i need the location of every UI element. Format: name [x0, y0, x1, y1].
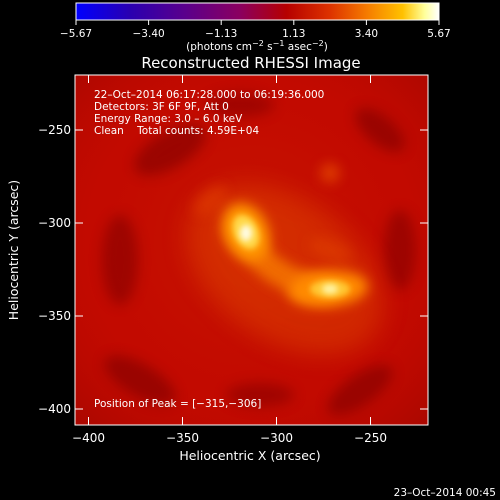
timestamp: 23–Oct–2014 00:45 [394, 487, 496, 499]
colorbar-tick-label: 3.40 [355, 28, 378, 40]
rhessi-image [75, 75, 428, 425]
info-detectors: Detectors: 3F 6F 9F, Att 0 [94, 101, 229, 113]
x-tick-label: −400 [72, 431, 105, 445]
colorbar-units: (photons cm−2 s−1 asec−2) [186, 39, 328, 53]
plot-title: Reconstructed RHESSI Image [141, 54, 360, 72]
peak-source [222, 203, 270, 261]
secondary-source [288, 270, 368, 308]
y-axis-ticks [75, 129, 428, 410]
colorbar-tick-label: −3.40 [133, 28, 165, 40]
y-tick-label: −350 [38, 309, 71, 323]
colorbar-gradient [75, 2, 440, 21]
colorbar-tick-label: −1.13 [205, 28, 237, 40]
colorbar-tick-label: 1.13 [282, 28, 305, 40]
info-clean-counts: Clean Total counts: 4.59E+04 [94, 125, 259, 137]
peak-position-label: Position of Peak = [−315,−306] [94, 398, 261, 410]
plot-frame [74, 74, 429, 426]
info-energy-range: Energy Range: 3.0 – 6.0 keV [94, 113, 243, 125]
y-tick-label: −400 [38, 402, 71, 416]
colorbar-tick-label: 5.67 [427, 28, 450, 40]
y-tick-label: −250 [38, 123, 71, 137]
colorbar-tick-label: −5.67 [60, 28, 92, 40]
info-time-range: 22–Oct–2014 06:17:28.000 to 06:19:36.000 [94, 89, 324, 101]
x-tick-label: −350 [166, 431, 199, 445]
colorbar-ticks [75, 20, 440, 25]
y-tick-label: −300 [38, 216, 71, 230]
x-axis-label: Heliocentric X (arcsec) [179, 448, 320, 463]
faint-source [320, 163, 340, 183]
observation-info: 22–Oct–2014 06:17:28.000 to 06:19:36.000… [94, 89, 324, 137]
x-tick-label: −250 [354, 431, 387, 445]
x-axis-ticks [88, 75, 371, 425]
colorbar: −5.67 −3.40 −1.13 1.13 3.40 5.67 (photon… [60, 2, 451, 53]
x-tick-label: −300 [260, 431, 293, 445]
y-axis-label: Heliocentric Y (arcsec) [6, 180, 21, 320]
